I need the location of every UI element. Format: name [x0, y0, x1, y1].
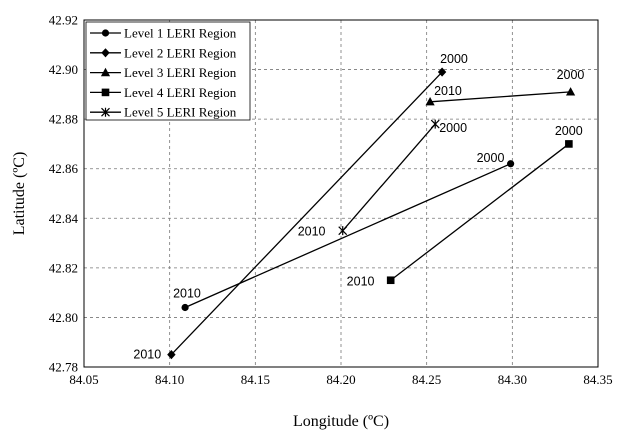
legend-box — [85, 21, 251, 121]
point-label: 2000 — [477, 151, 505, 165]
legend: Level 1 LERI Region Level 2 LERI Region Le… — [85, 21, 251, 121]
point-label: 2000 — [439, 121, 467, 135]
x-tick-label: 84.15 — [241, 372, 270, 387]
y-tick-label: 42.92 — [49, 13, 78, 28]
legend-label: Level 5 LERI Region — [124, 105, 237, 120]
x-tick-label: 84.20 — [326, 372, 355, 387]
x-tick-label: 84.05 — [69, 372, 98, 387]
y-tick-label: 42.80 — [49, 310, 78, 325]
y-tick-label: 42.90 — [49, 62, 78, 77]
circle-marker — [181, 303, 189, 312]
point-label: 2010 — [298, 225, 326, 239]
x-tick-label: 84.25 — [412, 372, 441, 387]
x-tick-label: 84.30 — [498, 372, 527, 387]
series-line — [342, 123, 436, 232]
square-marker — [386, 276, 395, 285]
y-tick-labels: 42.78 42.80 42.82 42.84 42.86 42.88 42.90 42.92 — [49, 13, 79, 375]
x-axis-title: Longitude (ºC) — [293, 413, 389, 430]
point-label: 2010 — [173, 287, 201, 301]
y-tick-label: 42.84 — [49, 211, 79, 226]
series-3 — [425, 87, 576, 106]
series-layer — [167, 67, 576, 360]
series-line — [390, 143, 570, 281]
series-2 — [167, 67, 447, 360]
series-5 — [338, 119, 440, 236]
legend-entry: Level 5 LERI Region — [90, 105, 237, 120]
diamond-marker — [101, 48, 110, 58]
x-tick-label: 84.35 — [583, 372, 612, 387]
point-label: 2000 — [440, 52, 468, 66]
legend-label: Level 4 LERI Region — [124, 85, 237, 100]
circle-marker — [507, 160, 515, 168]
y-tick-label: 42.88 — [49, 112, 78, 127]
legend-entry: Level 1 LERI Region — [90, 26, 237, 41]
legend-label: Level 1 LERI Region — [124, 26, 237, 41]
triangle-marker — [100, 67, 111, 77]
diamond-marker — [167, 350, 176, 360]
y-tick-label: 42.86 — [49, 161, 79, 176]
triangle-marker — [425, 96, 435, 106]
legend-entry: Level 2 LERI Region — [90, 45, 237, 60]
legend-label: Level 2 LERI Region — [124, 45, 237, 60]
circle-marker — [101, 29, 110, 37]
point-label: 2010 — [434, 84, 462, 98]
y-tick-label: 42.78 — [49, 360, 78, 375]
point-label: 2000 — [557, 68, 585, 82]
y-tick-label: 42.82 — [49, 260, 78, 275]
triangle-marker — [565, 87, 576, 96]
point-label: 2000 — [555, 124, 583, 138]
legend-label: Level 3 LERI Region — [124, 65, 237, 80]
series-line — [170, 71, 443, 356]
plot-frame — [83, 19, 599, 368]
y-axis-title: Latitude (ºC) — [11, 152, 28, 236]
series-4 — [386, 140, 573, 285]
star-marker — [101, 107, 110, 117]
square-marker — [101, 88, 110, 97]
point-label: 2010 — [347, 274, 375, 288]
series-1 — [181, 160, 515, 312]
point-labels: 2010 2000 2010 2000 2010 2000 2010 2000 2010 2000 — [133, 52, 584, 362]
star-marker — [430, 119, 440, 129]
x-tick-label: 84.10 — [155, 372, 184, 387]
series-line — [430, 91, 571, 103]
point-label: 2010 — [133, 348, 161, 362]
x-tick-labels: 84.05 84.10 84.15 84.20 84.25 84.30 84.35 — [69, 372, 612, 387]
legend-entry: Level 3 LERI Region — [90, 65, 237, 80]
diamond-marker — [437, 67, 447, 77]
square-marker — [565, 140, 573, 148]
star-marker — [338, 226, 348, 236]
legend-entry: Level 4 LERI Region — [90, 85, 237, 100]
